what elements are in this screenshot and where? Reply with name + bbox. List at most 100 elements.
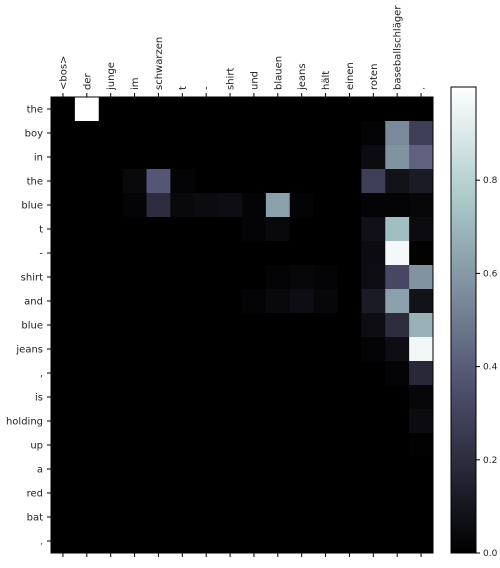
heatmap-cell — [98, 97, 124, 122]
heatmap-cell — [98, 529, 124, 554]
heatmap-cell — [361, 241, 386, 266]
heatmap-cell — [385, 97, 410, 122]
x-axis-ticks: <bos> der junge im schwarzen t - shirt und blauen… — [58, 5, 428, 557]
heatmap-cell — [146, 265, 171, 290]
heatmap-cell — [122, 529, 147, 554]
heatmap-cell — [218, 289, 243, 314]
y-tick-label: - — [39, 249, 43, 260]
heatmap-cell — [313, 529, 338, 554]
heatmap-cell — [74, 505, 100, 530]
x-tick-label: blauen — [273, 56, 284, 90]
heatmap-cell — [337, 121, 362, 146]
heatmap-cell — [409, 241, 434, 266]
heatmap-cell — [242, 337, 267, 362]
heatmap-cell — [242, 361, 267, 386]
heatmap-cell — [289, 265, 315, 290]
heatmap-cell — [194, 361, 219, 386]
heatmap-cell — [74, 457, 100, 482]
heatmap-cell — [289, 313, 315, 338]
heatmap-cell — [242, 289, 267, 314]
heatmap-cell — [337, 505, 362, 530]
colorbar-tick-label: 0.6 — [483, 269, 498, 279]
heatmap-cell — [218, 505, 243, 530]
heatmap-cell — [122, 169, 147, 194]
heatmap-cell — [98, 313, 124, 338]
colorbar-ticks: 0.0 0.2 0.4 0.6 0.8 — [476, 176, 498, 559]
heatmap-cell — [194, 265, 219, 290]
heatmap-cell — [98, 361, 124, 386]
heatmap-cell — [194, 481, 219, 506]
heatmap-cell — [170, 241, 195, 266]
heatmap-cell — [51, 433, 76, 458]
heatmap-cell — [385, 313, 410, 338]
heatmap-cell — [337, 217, 362, 242]
heatmap-cell — [313, 241, 338, 266]
heatmap-cells — [51, 97, 434, 554]
heatmap-cell — [122, 121, 147, 146]
heatmap-cell — [409, 505, 434, 530]
heatmap-cell — [122, 505, 147, 530]
heatmap-cell — [337, 193, 362, 218]
heatmap-cell — [218, 457, 243, 482]
heatmap-cell — [361, 409, 386, 434]
heatmap-cell — [242, 217, 267, 242]
heatmap-cell — [313, 433, 338, 458]
heatmap-cell — [146, 145, 171, 170]
heatmap-cell — [313, 361, 338, 386]
heatmap-cell — [51, 529, 76, 554]
heatmap-cell — [385, 337, 410, 362]
heatmap-cell — [98, 337, 124, 362]
heatmap-cell — [313, 505, 338, 530]
heatmap-cell — [289, 193, 315, 218]
y-tick-label: bat — [27, 513, 43, 524]
colorbar-tick-label: 0.0 — [483, 549, 498, 559]
heatmap-cell — [146, 121, 171, 146]
x-tick-label: schwarzen — [154, 37, 165, 90]
heatmap-cell — [337, 457, 362, 482]
heatmap-cell — [122, 409, 147, 434]
heatmap-cell — [51, 481, 76, 506]
heatmap-cell — [265, 121, 291, 146]
x-tick-label: baseballschläger — [393, 5, 404, 90]
heatmap-cell — [98, 505, 124, 530]
heatmap-cell — [242, 409, 267, 434]
heatmap-cell — [51, 409, 76, 434]
heatmap-cell — [337, 433, 362, 458]
heatmap-cell — [337, 265, 362, 290]
x-tick-label: und — [249, 71, 260, 90]
heatmap-cell — [146, 481, 171, 506]
heatmap-cell — [313, 337, 338, 362]
heatmap-cell — [289, 97, 315, 122]
y-tick-label: the — [27, 105, 43, 116]
heatmap-cell — [242, 505, 267, 530]
x-tick-label: der — [82, 73, 93, 91]
heatmap-cell — [409, 169, 434, 194]
heatmap-cell — [146, 313, 171, 338]
heatmap-cell — [74, 241, 100, 266]
heatmap-cell — [146, 433, 171, 458]
colorbar — [450, 86, 477, 554]
heatmap-cell — [337, 289, 362, 314]
heatmap-cell — [170, 217, 195, 242]
heatmap-cell — [194, 505, 219, 530]
heatmap-cell — [385, 265, 410, 290]
heatmap-cell — [337, 313, 362, 338]
y-tick-label: boy — [25, 129, 43, 140]
heatmap-cell — [313, 97, 338, 122]
heatmap-cell — [98, 265, 124, 290]
heatmap-cell — [242, 457, 267, 482]
heatmap-cell — [385, 481, 410, 506]
heatmap-cell — [98, 409, 124, 434]
heatmap-cell — [51, 241, 76, 266]
heatmap-cell — [122, 217, 147, 242]
heatmap-cell — [385, 385, 410, 410]
heatmap-cell — [409, 337, 434, 362]
heatmap-cell — [265, 97, 291, 122]
heatmap-cell — [361, 529, 386, 554]
heatmap-cell — [146, 457, 171, 482]
heatmap-cell — [337, 169, 362, 194]
colorbar-tick-label: 0.4 — [483, 363, 498, 373]
heatmap-cell — [218, 193, 243, 218]
heatmap-cell — [122, 313, 147, 338]
heatmap-cell — [242, 529, 267, 554]
